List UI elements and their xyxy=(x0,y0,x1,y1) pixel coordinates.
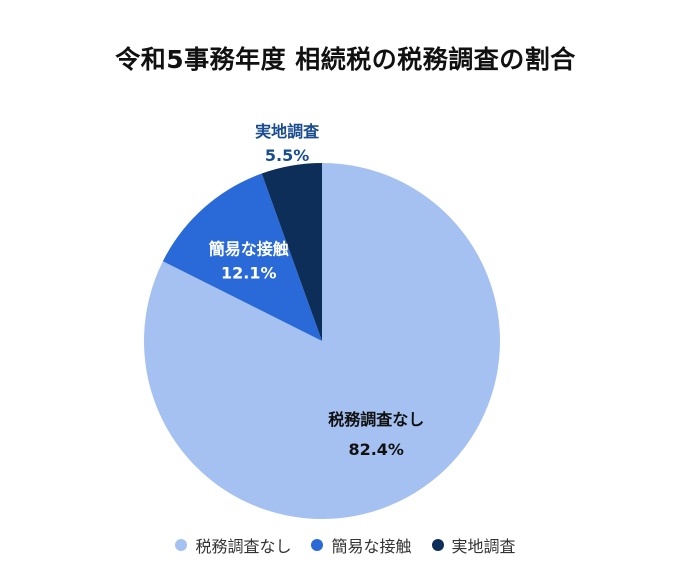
slice-category-label: 税務調査なし xyxy=(328,410,424,429)
legend-swatch xyxy=(175,539,188,551)
legend-label: 実地調査 xyxy=(451,537,516,556)
legend-swatch xyxy=(431,539,444,551)
chart-title: 令和5事務年度 相続税の税務調査の割合 xyxy=(115,45,576,74)
slice-label-simple-contact: 簡易な接触 12.1% xyxy=(208,239,289,282)
legend-item-simple-contact: 簡易な接触 xyxy=(311,533,412,557)
slice-value-label: 5.5% xyxy=(265,146,309,165)
legend-label: 簡易な接触 xyxy=(331,537,412,556)
legend-swatch xyxy=(311,539,324,551)
pie-slice-field-audit xyxy=(261,163,322,341)
pie-slice-no-audit xyxy=(143,163,500,520)
slice-label-no-audit: 税務調査なし 82.4% xyxy=(328,410,424,459)
slice-category-label: 簡易な接触 xyxy=(208,239,289,258)
legend-item-field-audit: 実地調査 xyxy=(431,533,516,557)
slice-category-label: 実地調査 xyxy=(255,122,319,141)
legend-item-no-audit: 税務調査なし xyxy=(175,533,291,557)
slice-value-label: 12.1% xyxy=(221,263,277,282)
pie-slice-simple-contact xyxy=(162,173,322,341)
slice-label-field-audit: 実地調査 5.5% xyxy=(255,122,319,165)
chart-legend: 税務調査なし 簡易な接触 実地調査 xyxy=(0,533,691,557)
slice-value-label: 82.4% xyxy=(348,440,404,459)
legend-label: 税務調査なし xyxy=(195,537,292,556)
